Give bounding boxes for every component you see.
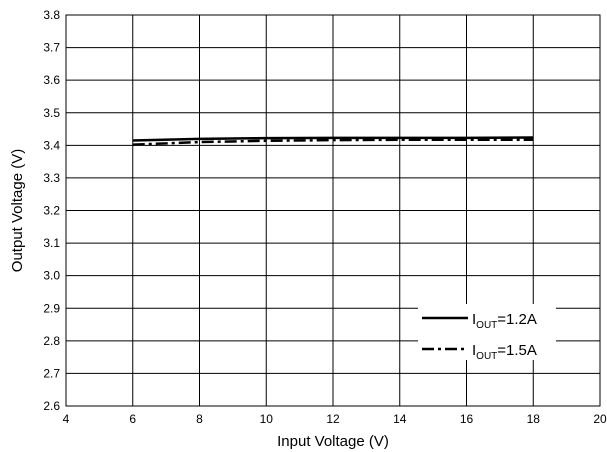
y-tick-label: 3.6	[43, 73, 60, 87]
y-tick-label: 3.4	[43, 138, 60, 152]
legend-label-1: IOUT=1.2A	[472, 311, 537, 331]
series-line-2	[132, 138, 534, 146]
x-tick-label: 8	[196, 412, 203, 426]
y-tick-label: 3.3	[43, 171, 60, 185]
x-tick-label: 14	[393, 412, 407, 426]
y-tick-labels: 2.6 2.7 2.8 2.9 3.0 3.1 3.2 3.3 3.4 3.5 3.6 3.7 3.8	[43, 8, 60, 413]
y-axis-title: Output Voltage (V)	[9, 149, 26, 272]
legend-box	[418, 304, 556, 360]
x-tick-label: 4	[63, 412, 70, 426]
x-tick-label: 18	[527, 412, 541, 426]
y-tick-label: 2.6	[43, 399, 60, 413]
y-tick-label: 3.2	[43, 204, 60, 218]
x-axis-title: Input Voltage (V)	[277, 433, 389, 450]
grid-lines	[66, 15, 600, 406]
y-tick-label: 2.7	[43, 366, 60, 380]
x-tick-label: 6	[129, 412, 136, 426]
y-tick-label: 3.7	[43, 41, 60, 55]
data-series	[132, 136, 534, 146]
y-tick-label: 3.0	[43, 269, 60, 283]
x-tick-label: 20	[593, 412, 607, 426]
y-tick-label: 3.5	[43, 106, 60, 120]
series-line-1	[132, 136, 534, 142]
x-tick-label: 10	[260, 412, 274, 426]
y-tick-label: 2.9	[43, 301, 60, 315]
plot-area-frame	[65, 14, 601, 407]
x-tick-label: 16	[460, 412, 474, 426]
x-tick-labels: 4 6 8 10 12 14 16 18 20	[63, 412, 607, 426]
y-tick-label: 3.8	[43, 8, 60, 22]
y-tick-label: 2.8	[43, 334, 60, 348]
x-tick-label: 12	[326, 412, 340, 426]
legend: IOUT=1.2A IOUT=1.5A	[418, 304, 556, 362]
legend-label-2: IOUT=1.5A	[472, 342, 537, 362]
y-tick-label: 3.1	[43, 236, 60, 250]
